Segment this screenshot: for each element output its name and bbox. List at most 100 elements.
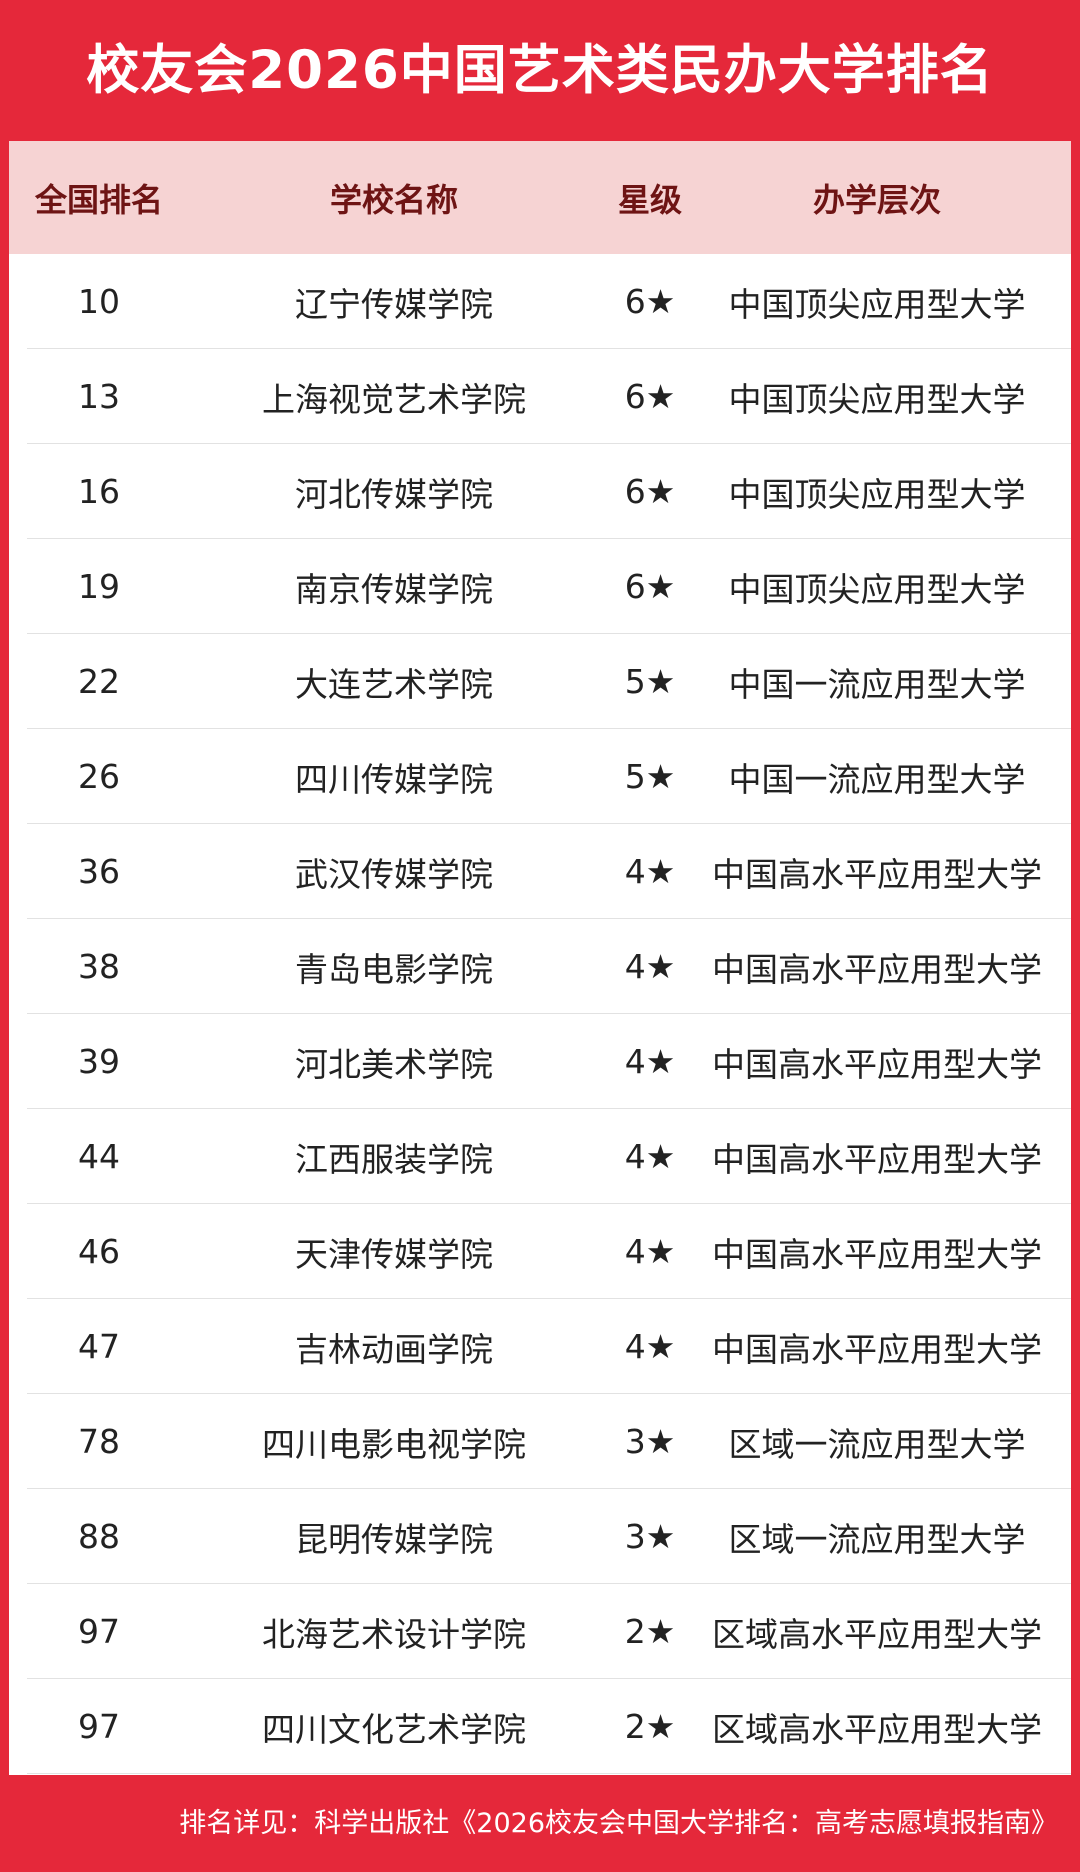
table-cell: 4★ bbox=[624, 1232, 676, 1271]
table-cell: 4★ bbox=[624, 947, 676, 986]
table-cell: 中国顶尖应用型大学 bbox=[728, 379, 1026, 419]
table-cell: 5★ bbox=[624, 662, 676, 701]
table-row: 47 吉林动画学院 4★ 中国高水平应用型大学 bbox=[9, 1299, 1071, 1394]
row-separator bbox=[27, 1108, 1071, 1109]
table-cell: 区域高水平应用型大学 bbox=[712, 1614, 1042, 1654]
table-row: 97 四川文化艺术学院 2★ 区域高水平应用型大学 bbox=[9, 1679, 1071, 1774]
table-cell: 中国高水平应用型大学 bbox=[712, 1329, 1042, 1369]
table-row: 13 上海视觉艺术学院 6★ 中国顶尖应用型大学 bbox=[9, 349, 1071, 444]
column-header: 全国排名 bbox=[34, 180, 163, 219]
table-cell: 昆明传媒学院 bbox=[295, 1519, 493, 1559]
table-cell: 大连艺术学院 bbox=[295, 664, 493, 704]
table-cell: 6★ bbox=[624, 282, 676, 321]
table-cell: 47 bbox=[78, 1327, 120, 1366]
table-cell: 四川文化艺术学院 bbox=[262, 1709, 526, 1749]
title: 校友会2026中国艺术类民办大学排名 bbox=[86, 40, 994, 101]
table-cell: 中国顶尖应用型大学 bbox=[728, 569, 1026, 609]
table-cell: 78 bbox=[78, 1422, 120, 1461]
table-cell: 6★ bbox=[624, 567, 676, 606]
table-cell: 19 bbox=[78, 567, 120, 606]
table-cell: 吉林动画学院 bbox=[295, 1329, 493, 1369]
table-cell: 97 bbox=[78, 1707, 120, 1746]
table-cell: 上海视觉艺术学院 bbox=[262, 379, 526, 419]
table-cell: 四川传媒学院 bbox=[295, 759, 493, 799]
table-cell: 武汉传媒学院 bbox=[295, 854, 493, 894]
table-cell: 3★ bbox=[624, 1422, 676, 1461]
table-cell: 中国高水平应用型大学 bbox=[712, 949, 1042, 989]
table-row: 88 昆明传媒学院 3★ 区域一流应用型大学 bbox=[9, 1489, 1071, 1584]
table-cell: 88 bbox=[78, 1517, 120, 1556]
table-cell: 4★ bbox=[624, 1137, 676, 1176]
column-header: 星级 bbox=[617, 180, 682, 219]
table-cell: 中国顶尖应用型大学 bbox=[728, 284, 1026, 324]
table-cell: 中国顶尖应用型大学 bbox=[728, 474, 1026, 514]
table-cell: 四川电影电视学院 bbox=[262, 1424, 526, 1464]
row-separator bbox=[27, 348, 1071, 349]
table-cell: 中国一流应用型大学 bbox=[728, 759, 1026, 799]
table-cell: 6★ bbox=[624, 377, 676, 416]
table-cell: 38 bbox=[78, 947, 120, 986]
row-separator bbox=[27, 1393, 1071, 1394]
row-separator bbox=[27, 1773, 1071, 1774]
table-cell: 46 bbox=[78, 1232, 120, 1271]
table-cell: 5★ bbox=[624, 757, 676, 796]
table-row: 97 北海艺术设计学院 2★ 区域高水平应用型大学 bbox=[9, 1584, 1071, 1679]
row-separator bbox=[27, 1678, 1071, 1679]
table-row: 10 辽宁传媒学院 6★ 中国顶尖应用型大学 bbox=[9, 254, 1071, 349]
table-cell: 44 bbox=[78, 1137, 120, 1176]
row-separator bbox=[27, 1488, 1071, 1489]
table-cell: 区域一流应用型大学 bbox=[728, 1424, 1026, 1464]
table-cell: 天津传媒学院 bbox=[295, 1234, 493, 1274]
table-cell: 39 bbox=[78, 1042, 120, 1081]
table-cell: 16 bbox=[78, 472, 120, 511]
table-cell: 中国高水平应用型大学 bbox=[712, 1234, 1042, 1274]
table-row: 78 四川电影电视学院 3★ 区域一流应用型大学 bbox=[9, 1394, 1071, 1489]
table-cell: 区域一流应用型大学 bbox=[728, 1519, 1026, 1559]
table-row: 16 河北传媒学院 6★ 中国顶尖应用型大学 bbox=[9, 444, 1071, 539]
table-cell: 26 bbox=[78, 757, 120, 796]
table-cell: 青岛电影学院 bbox=[295, 949, 493, 989]
table-row: 39 河北美术学院 4★ 中国高水平应用型大学 bbox=[9, 1014, 1071, 1109]
table-cell: 中国高水平应用型大学 bbox=[712, 854, 1042, 894]
row-separator bbox=[27, 1013, 1071, 1014]
table-row: 44 江西服装学院 4★ 中国高水平应用型大学 bbox=[9, 1109, 1071, 1204]
table-row: 36 武汉传媒学院 4★ 中国高水平应用型大学 bbox=[9, 824, 1071, 919]
table-row: 22 大连艺术学院 5★ 中国一流应用型大学 bbox=[9, 634, 1071, 729]
table-cell: 河北美术学院 bbox=[295, 1044, 493, 1084]
row-separator bbox=[27, 1583, 1071, 1584]
row-separator bbox=[27, 633, 1071, 634]
table-row: 38 青岛电影学院 4★ 中国高水平应用型大学 bbox=[9, 919, 1071, 1014]
header-row: 全国排名 学校名称 星级 办学层次 bbox=[9, 141, 1071, 254]
column-header: 学校名称 bbox=[329, 180, 458, 219]
table-cell: 中国一流应用型大学 bbox=[728, 664, 1026, 704]
table-cell: 4★ bbox=[624, 1042, 676, 1081]
table-cell: 22 bbox=[78, 662, 120, 701]
table-cell: 2★ bbox=[624, 1612, 676, 1651]
table-cell: 4★ bbox=[624, 852, 676, 891]
table-cell: 3★ bbox=[624, 1517, 676, 1556]
table-cell: 97 bbox=[78, 1612, 120, 1651]
table-row: 26 四川传媒学院 5★ 中国一流应用型大学 bbox=[9, 729, 1071, 824]
table-cell: 江西服装学院 bbox=[295, 1139, 493, 1179]
table-cell: 2★ bbox=[624, 1707, 676, 1746]
column-header: 办学层次 bbox=[812, 180, 941, 219]
table-cell: 4★ bbox=[624, 1327, 676, 1366]
table-cell: 北海艺术设计学院 bbox=[262, 1614, 526, 1654]
footer-note: 排名详见：科学出版社《2026校友会中国大学排名：高考志愿填报指南》 bbox=[179, 1808, 1058, 1839]
row-separator bbox=[27, 918, 1071, 919]
row-separator bbox=[27, 1298, 1071, 1299]
table-cell: 36 bbox=[78, 852, 120, 891]
table-cell: 南京传媒学院 bbox=[295, 569, 493, 609]
table-cell: 10 bbox=[78, 282, 120, 321]
table-cell: 区域高水平应用型大学 bbox=[712, 1709, 1042, 1749]
table-row: 46 天津传媒学院 4★ 中国高水平应用型大学 bbox=[9, 1204, 1071, 1299]
table-cell: 辽宁传媒学院 bbox=[295, 284, 493, 324]
row-separator bbox=[27, 443, 1071, 444]
table-cell: 13 bbox=[78, 377, 120, 416]
row-separator bbox=[27, 823, 1071, 824]
table-cell: 中国高水平应用型大学 bbox=[712, 1044, 1042, 1084]
table-cell: 中国高水平应用型大学 bbox=[712, 1139, 1042, 1179]
table-row: 19 南京传媒学院 6★ 中国顶尖应用型大学 bbox=[9, 539, 1071, 634]
row-separator bbox=[27, 1203, 1071, 1204]
